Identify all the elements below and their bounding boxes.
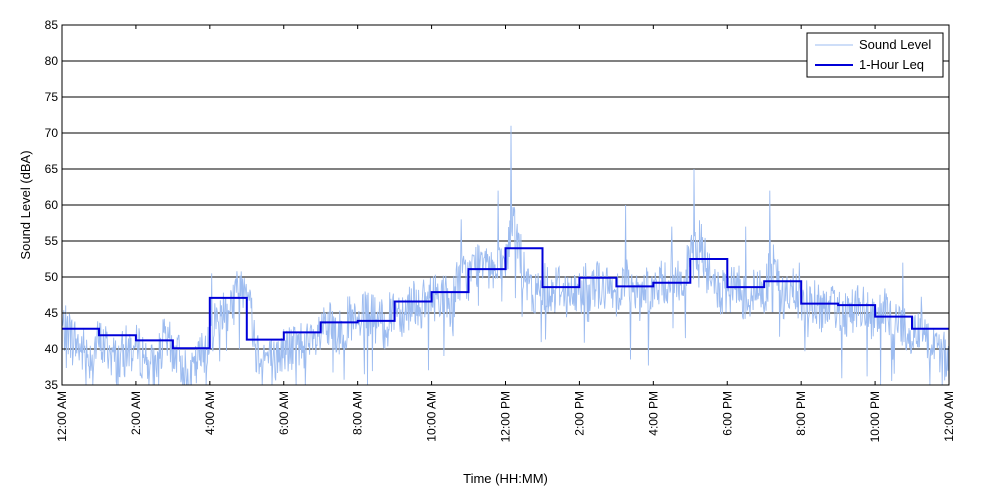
x-tick-label: 12:00 PM <box>499 391 513 442</box>
x-tick-label: 2:00 AM <box>129 391 143 435</box>
y-tick-label: 80 <box>45 54 59 68</box>
x-tick-label: 6:00 PM <box>720 391 734 436</box>
series-layer <box>62 125 949 385</box>
x-tick-label: 10:00 PM <box>868 391 882 442</box>
y-tick-label: 85 <box>45 18 59 32</box>
y-tick-label: 60 <box>45 198 59 212</box>
y-tick-label: 35 <box>45 378 59 392</box>
x-tick-label: 12:00 AM <box>55 391 69 442</box>
y-tick-label: 45 <box>45 306 59 320</box>
x-tick-label: 4:00 AM <box>203 391 217 435</box>
grid-layer <box>62 60 949 350</box>
legend-entry-1-hour-leq: 1-Hour Leq <box>859 57 924 72</box>
legend-entry-sound-level: Sound Level <box>859 37 931 52</box>
tick-layer: 35 40 45 50 55 60 65 70 75 80 85 12:00 AM 2:00 AM 4:0… <box>45 18 956 442</box>
x-tick-label: 8:00 PM <box>794 391 808 436</box>
y-tick-label: 55 <box>45 234 59 248</box>
y-tick-label: 75 <box>45 90 59 104</box>
y-tick-label: 40 <box>45 342 59 356</box>
x-tick-label: 2:00 PM <box>572 391 586 436</box>
y-tick-label: 50 <box>45 270 59 284</box>
x-tick-label: 8:00 AM <box>351 391 365 435</box>
y-tick-label: 65 <box>45 162 59 176</box>
y-axis-label: Sound Level (dBA) <box>18 150 33 259</box>
x-tick-label: 10:00 AM <box>425 391 439 442</box>
legend: Sound Level 1-Hour Leq <box>806 32 944 78</box>
x-tick-label: 4:00 PM <box>646 391 660 436</box>
legend-box <box>806 32 944 78</box>
x-tick-label: 6:00 AM <box>277 391 291 435</box>
x-axis-label: Time (HH:MM) <box>463 471 548 486</box>
y-tick-label: 70 <box>45 126 59 140</box>
series-1-hour-leq <box>62 247 949 350</box>
x-tick-label: 12:00 AM <box>942 391 956 442</box>
